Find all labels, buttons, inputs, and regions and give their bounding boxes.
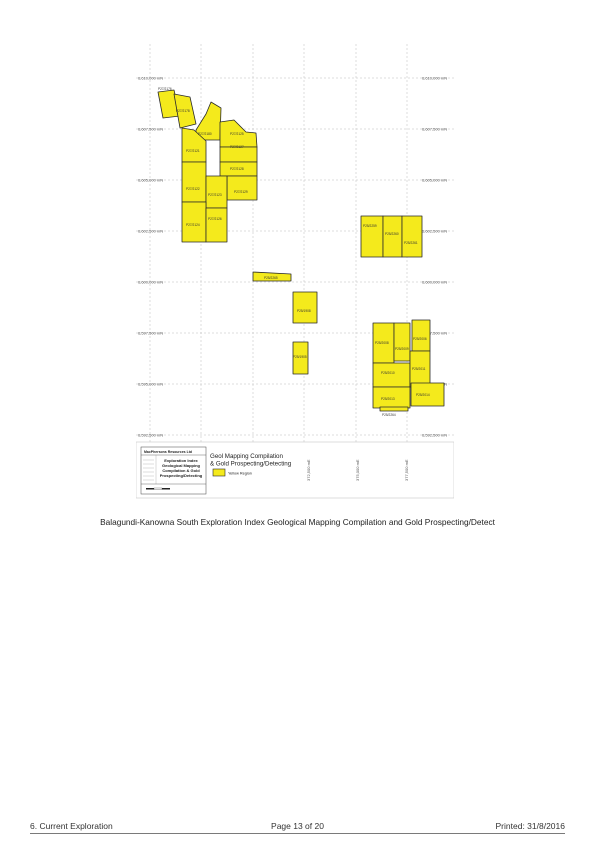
tenement-label: P27/2125	[230, 132, 244, 136]
tenement-label: P27/2129	[234, 190, 248, 194]
page-footer: 6. Current Exploration Page 13 of 20 Pri…	[30, 821, 565, 833]
tenement-p25-2014	[410, 382, 445, 407]
northing-label-left: 6,595,000 mN	[138, 382, 163, 387]
tenement-label: P25/1908	[297, 309, 311, 313]
footer-printed-date: Printed: 31/8/2016	[495, 821, 565, 831]
footer-rule	[30, 833, 565, 834]
footer-page-number: Page 13 of 20	[271, 821, 324, 831]
company-name: MacPhersons Resources Ltd	[144, 450, 192, 454]
easting-label: 377,500 mE	[404, 459, 409, 481]
northing-label-left: 6,600,000 mN	[138, 280, 163, 285]
tenement-p25-2261	[401, 215, 423, 258]
tenement-p25-1908	[292, 291, 318, 324]
tenement-label: P27/2180	[198, 132, 212, 136]
tenement-label: P27/2178	[176, 109, 190, 113]
tenement-label: P25/2260	[385, 232, 399, 236]
northing-label-right: 6,592,500 mN	[422, 433, 447, 438]
northing-label-right: 6,597,500 mN	[422, 331, 447, 336]
tenement-p25-2265	[252, 271, 292, 282]
tenement-label: P25/2265	[264, 276, 278, 280]
tenement-label: P25/2010	[381, 371, 395, 375]
northing-label-left: 6,607,500 mN	[138, 127, 163, 132]
tenement-p27-2126	[205, 207, 228, 243]
tenement-p27-2122	[181, 161, 207, 203]
tenement-label: P25/2009	[395, 347, 409, 351]
legend-swatch	[212, 468, 226, 477]
tenement-p27-2178	[173, 93, 197, 129]
tenement-p27-2129	[226, 175, 258, 201]
tenement-label: P27/2176	[158, 87, 172, 91]
scale-bar	[146, 488, 154, 490]
legend-panel: MacPhersons Resources Ltd Exploration In…	[136, 441, 454, 499]
tenement-label: P27/2127	[230, 145, 244, 149]
tenement-label: P25/2006	[413, 337, 427, 341]
tenement-label: P25/2259	[363, 224, 377, 228]
tenement-label: P25/1905	[293, 355, 307, 359]
tenement-label: P27/2123	[208, 193, 222, 197]
northing-label-right: 6,602,500 mN	[422, 229, 447, 234]
northing-label-left: 6,605,000 mN	[138, 178, 163, 183]
tenement-p25-2009	[393, 322, 411, 362]
tenement-p25-2264	[379, 406, 409, 412]
northing-label-left: 6,592,500 mN	[138, 433, 163, 438]
tenement-p27-2124	[181, 201, 207, 243]
title-block-line: Exploration Index	[164, 458, 198, 463]
legend-key-label: Yellow Region	[228, 472, 252, 476]
tenement-p25-2006	[411, 319, 431, 352]
tenement-label: P25/2011	[412, 367, 426, 371]
tenement-p27-2127	[219, 146, 258, 163]
northing-label-left: 6,602,500 mN	[138, 229, 163, 234]
tenement-label: P27/2126	[208, 217, 222, 221]
northing-label-right: 6,605,000 mN	[422, 178, 447, 183]
figure-caption: Balagundi-Kanowna South Exploration Inde…	[100, 517, 495, 527]
tenement-label: P27/2124	[186, 223, 200, 227]
legend-heading: & Gold Prospecting/Detecting	[210, 461, 292, 468]
tenement-label: P25/2261	[404, 241, 418, 245]
northing-label-right: 6,610,000 mN	[422, 76, 447, 81]
title-block-line: Geological Mapping	[162, 463, 201, 468]
tenement-label: P25/2013	[381, 397, 395, 401]
tenement-p25-2260	[382, 215, 403, 258]
tenement-label: P25/2008	[375, 341, 389, 345]
tenement-label: P27/2121	[186, 149, 200, 153]
tenement-p27-2123	[205, 175, 228, 209]
tenement-p25-2010	[372, 362, 411, 388]
exploration-map: text { font-family:"Liberation Sans", sa…	[136, 44, 454, 499]
tenement-p27-2121	[181, 127, 207, 163]
tenement-p25-1905	[292, 341, 309, 375]
northing-label-left: 6,610,000 mN	[138, 76, 163, 81]
footer-section: 6. Current Exploration	[30, 821, 113, 831]
tenement-label: P27/2122	[186, 187, 200, 191]
title-block-line: Compilation & Gold	[162, 468, 200, 473]
easting-label: 375,000 mE	[355, 459, 360, 481]
northing-label-right: 6,607,500 mN	[422, 127, 447, 132]
tenement-label: P25/2014	[416, 393, 430, 397]
title-block-line: Prospecting/Detecting	[160, 473, 203, 478]
easting-label: 372,500 mE	[306, 459, 311, 481]
tenement-p25-2259	[360, 215, 384, 258]
northing-label-right: 6,600,000 mN	[422, 280, 447, 285]
legend-heading: Geol Mapping Compilation	[210, 453, 283, 460]
northing-label-left: 6,597,500 mN	[138, 331, 163, 336]
tenement-label: P27/2128	[230, 167, 244, 171]
tenement-label: P25/2264	[382, 413, 396, 417]
